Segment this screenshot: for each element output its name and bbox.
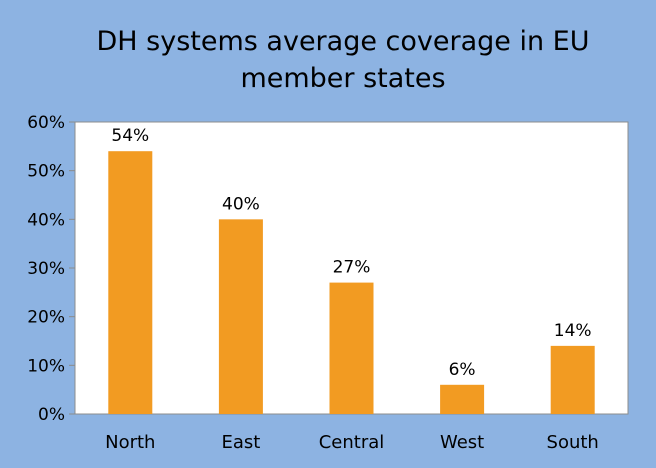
x-axis: North East Central West South bbox=[105, 432, 599, 453]
bar-south bbox=[550, 345, 595, 414]
data-labels: 54% 40% 27% 6% 14% bbox=[111, 126, 591, 380]
bars bbox=[108, 151, 595, 414]
chart-title-line-1: DH systems average coverage in EU bbox=[96, 26, 589, 57]
bar-east bbox=[218, 219, 263, 414]
bar-central bbox=[329, 282, 374, 414]
y-tick-label: 30% bbox=[27, 259, 65, 279]
data-label-south: 14% bbox=[554, 321, 592, 341]
data-label-north: 54% bbox=[111, 126, 149, 146]
y-tick-label: 10% bbox=[27, 356, 65, 376]
bar-north bbox=[108, 151, 153, 414]
x-tick-label-central: Central bbox=[319, 432, 385, 453]
y-tick-label: 0% bbox=[38, 405, 65, 425]
y-tick-label: 50% bbox=[27, 162, 65, 182]
x-tick-label-west: West bbox=[440, 432, 484, 453]
x-tick-label-east: East bbox=[221, 432, 260, 453]
y-tick-label: 20% bbox=[27, 308, 65, 328]
y-tick-label: 60% bbox=[27, 113, 65, 133]
x-tick-label-south: South bbox=[547, 432, 599, 453]
data-label-central: 27% bbox=[333, 258, 371, 278]
x-tick-label-north: North bbox=[105, 432, 155, 453]
y-axis: 0% 10% 20% 30% 40% 50% 60% bbox=[27, 113, 76, 425]
data-label-east: 40% bbox=[222, 194, 260, 214]
chart-title-line-2: member states bbox=[240, 63, 445, 94]
data-label-west: 6% bbox=[449, 360, 476, 380]
y-tick-label: 40% bbox=[27, 210, 65, 230]
bar-west bbox=[440, 384, 485, 414]
